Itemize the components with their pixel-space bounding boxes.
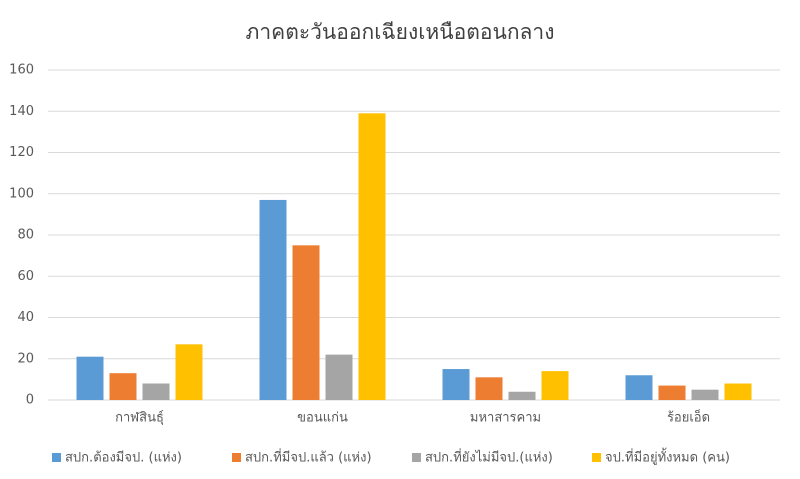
bar	[508, 391, 536, 400]
bar	[76, 356, 104, 400]
bar	[358, 113, 386, 400]
y-tick-label: 160	[9, 63, 34, 78]
legend-label: จป.ที่มีอยู่ทั้งหมด (คน)	[605, 448, 730, 466]
bar	[109, 373, 137, 400]
bar	[625, 375, 653, 400]
x-tick-label: ขอนแก่น	[297, 411, 348, 426]
x-tick-label: กาฬสินธุ์	[115, 410, 164, 426]
x-tick-label: มหาสารคาม	[470, 411, 541, 426]
y-tick-label: 80	[17, 228, 34, 243]
y-tick-label: 20	[17, 351, 34, 366]
bar	[691, 389, 719, 400]
legend-label: สปก.ที่มีจป.แล้ว (แห่ง)	[245, 449, 372, 466]
legend-swatch	[412, 453, 421, 462]
chart-title: ภาคตะวันออกเฉียงเหนือตอนกลาง	[246, 20, 555, 44]
bar	[175, 344, 203, 400]
y-tick-label: 0	[26, 393, 34, 408]
bar	[724, 383, 752, 400]
bar	[541, 371, 569, 400]
y-tick-label: 120	[9, 145, 34, 160]
legend-label: สปก.ต้องมีจป. (แห่ง)	[65, 450, 182, 466]
y-tick-label: 40	[17, 310, 34, 325]
legend-swatch	[592, 453, 601, 462]
bar	[658, 385, 686, 400]
x-tick-label: ร้อยเอ็ด	[667, 408, 710, 426]
y-tick-label: 140	[9, 104, 34, 119]
bar	[142, 383, 170, 400]
bar	[259, 199, 287, 400]
legend-swatch	[52, 453, 61, 462]
bar	[475, 377, 503, 400]
bar	[325, 354, 353, 400]
y-tick-label: 100	[9, 186, 34, 201]
bar	[442, 369, 470, 400]
legend-swatch	[232, 453, 241, 462]
bar	[292, 245, 320, 400]
y-tick-label: 60	[17, 269, 34, 284]
legend-label: สปก.ที่ยังไม่มีจป.(แห่ง)	[425, 449, 553, 466]
